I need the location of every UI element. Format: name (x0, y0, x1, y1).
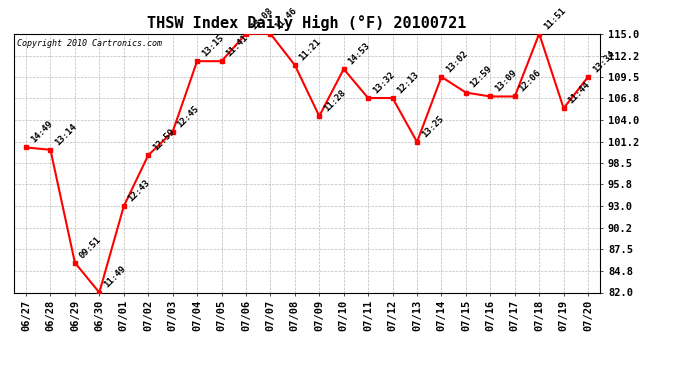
Text: 14:53: 14:53 (346, 41, 372, 66)
Text: 11:46: 11:46 (273, 6, 299, 31)
Text: 13:25: 13:25 (420, 114, 445, 139)
Text: 09:51: 09:51 (78, 234, 103, 260)
Text: 13:14: 13:14 (53, 122, 79, 147)
Text: 12:59: 12:59 (151, 127, 177, 153)
Text: 11:44: 11:44 (566, 80, 592, 105)
Title: THSW Index Daily High (°F) 20100721: THSW Index Daily High (°F) 20100721 (148, 15, 466, 31)
Text: 13:15: 13:15 (200, 33, 225, 58)
Text: 12:45: 12:45 (175, 104, 201, 129)
Text: 11:41: 11:41 (224, 33, 250, 58)
Text: 13:08: 13:08 (248, 6, 274, 31)
Text: 11:28: 11:28 (322, 88, 347, 113)
Text: 13:34: 13:34 (591, 49, 616, 74)
Text: 12:13: 12:13 (395, 70, 421, 95)
Text: 11:51: 11:51 (542, 6, 567, 31)
Text: 11:21: 11:21 (297, 37, 323, 62)
Text: 12:43: 12:43 (126, 178, 152, 204)
Text: 11:49: 11:49 (102, 264, 128, 290)
Text: 14:49: 14:49 (29, 119, 54, 145)
Text: 13:02: 13:02 (444, 49, 470, 74)
Text: 12:06: 12:06 (518, 68, 543, 94)
Text: Copyright 2010 Cartronics.com: Copyright 2010 Cartronics.com (17, 39, 161, 48)
Text: 13:32: 13:32 (371, 70, 396, 95)
Text: 12:59: 12:59 (469, 64, 494, 90)
Text: 13:09: 13:09 (493, 68, 518, 94)
